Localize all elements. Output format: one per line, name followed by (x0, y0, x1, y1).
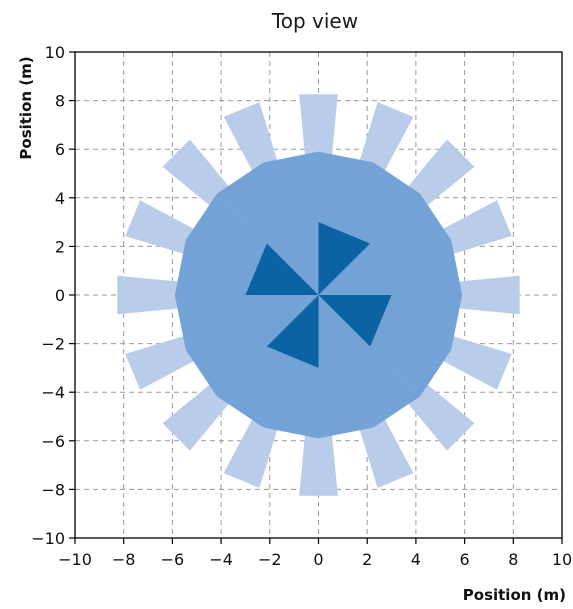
x-tick-label: −2 (258, 550, 282, 569)
y-tick-label: −8 (41, 480, 65, 499)
axis-ticks: −10 −8 −6 −4 −2 0 2 4 6 8 10 −10 −8 −6 −4 −2 0 2 4 6 8 10 (31, 43, 572, 569)
x-tick-label: −8 (112, 550, 136, 569)
x-tick-label: −6 (161, 550, 185, 569)
y-tick-label: −6 (41, 432, 65, 451)
wedge-middle (318, 295, 374, 439)
wedge-inner (318, 222, 371, 295)
x-tick-label: −4 (209, 550, 233, 569)
chart-title: Top view (271, 9, 358, 33)
wedge-layer (117, 94, 520, 496)
wedge-middle (318, 295, 421, 428)
wedge-inner (318, 295, 392, 347)
wedge-middle (318, 240, 463, 295)
y-tick-label: −2 (41, 335, 65, 354)
y-tick-label: 8 (55, 92, 65, 111)
x-tick-label: 10 (552, 550, 572, 569)
y-tick-label: 10 (45, 43, 65, 62)
wedge-middle (263, 151, 319, 295)
x-tick-label: −10 (58, 550, 92, 569)
y-tick-label: 0 (55, 286, 65, 305)
y-tick-label: 2 (55, 237, 65, 256)
x-tick-label: 2 (362, 550, 372, 569)
x-tick-label: 6 (460, 550, 470, 569)
y-tick-label: 4 (55, 189, 65, 208)
x-tick-label: 4 (411, 550, 421, 569)
wedge-middle (185, 295, 319, 397)
y-tick-label: 6 (55, 140, 65, 159)
y-axis-label: Position (m) (17, 56, 35, 159)
wedge-middle (216, 162, 319, 295)
x-tick-label: 8 (508, 550, 518, 569)
wedge-middle (174, 295, 319, 350)
wedge-middle (318, 193, 452, 295)
wedge-inner (245, 243, 319, 295)
wedge-inner (266, 295, 319, 368)
y-tick-label: −10 (31, 529, 65, 548)
x-tick-label: 0 (313, 550, 323, 569)
y-tick-label: −4 (41, 383, 65, 402)
x-axis-label: Position (m) (463, 586, 566, 604)
